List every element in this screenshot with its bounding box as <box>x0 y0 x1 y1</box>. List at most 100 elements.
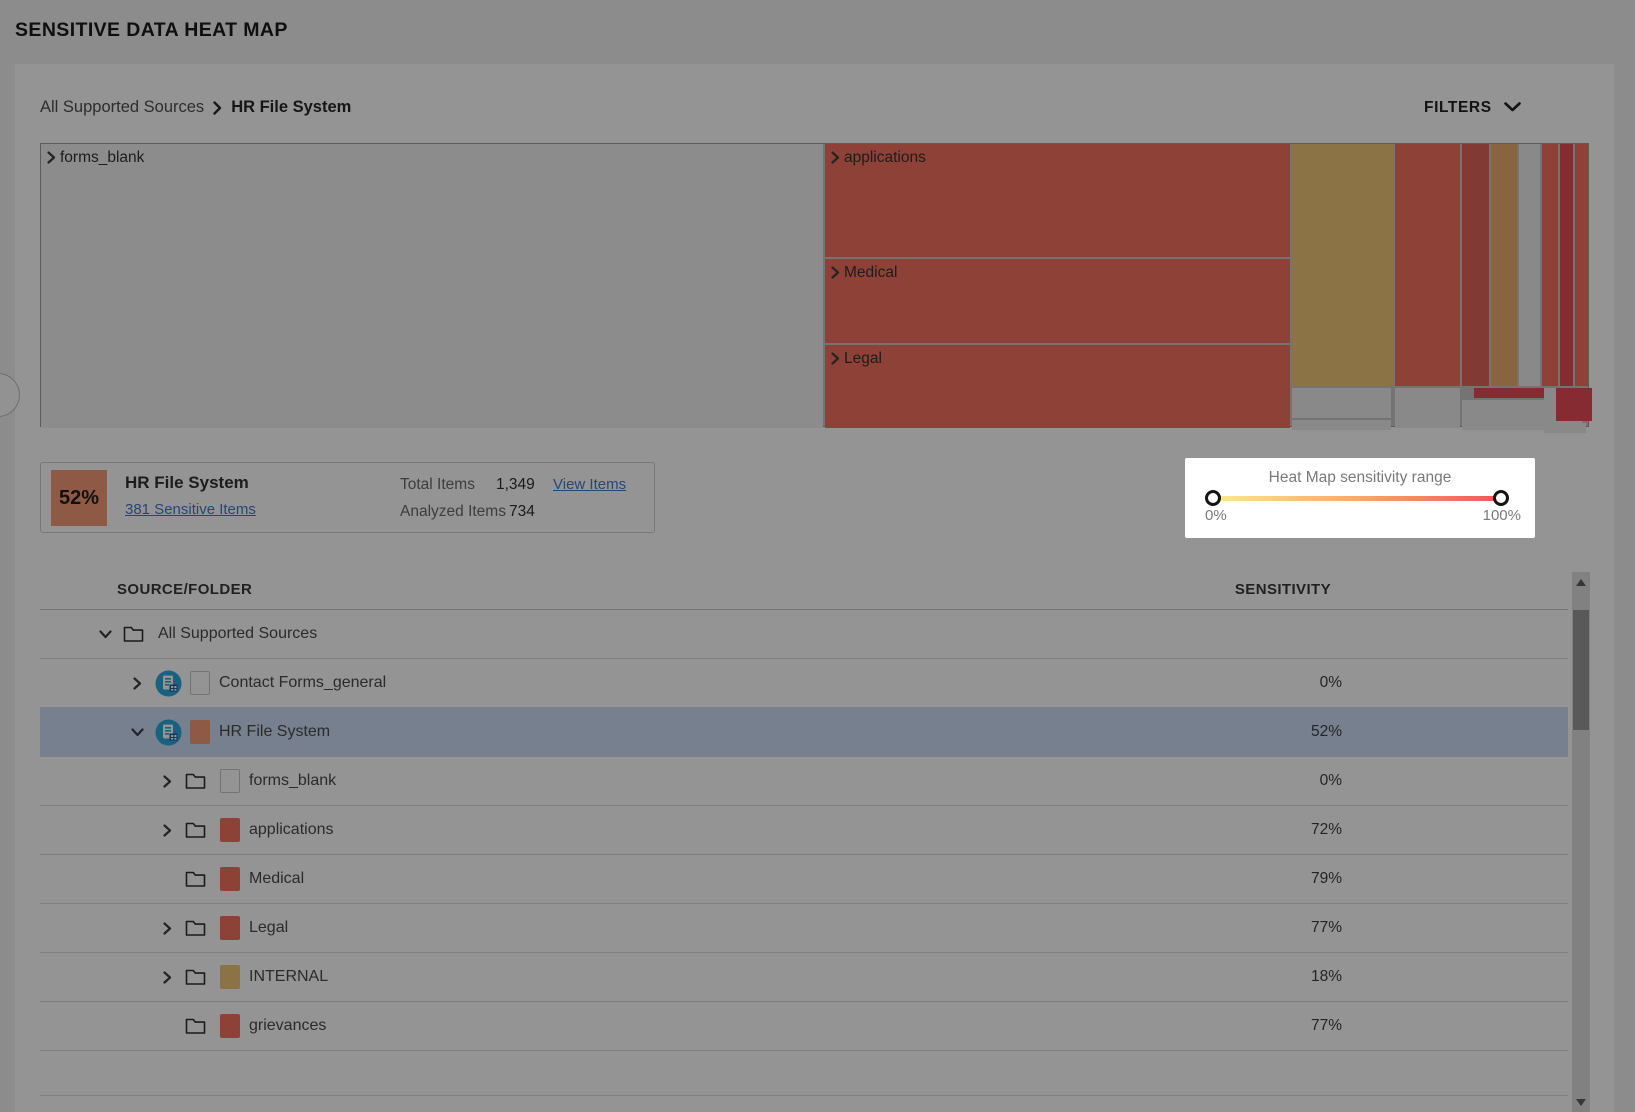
chevron-right-icon[interactable] <box>154 921 180 935</box>
sensitivity-badge: 52% <box>51 470 107 526</box>
treemap-cell-medical[interactable]: Medical <box>825 259 1290 343</box>
total-items-label: Total Items <box>400 476 475 493</box>
summary-source-name: HR File System <box>125 473 249 492</box>
table-row[interactable]: applications 72% <box>40 806 1568 855</box>
row-sensitivity-value: 18% <box>1310 968 1342 985</box>
table-row[interactable]: All Supported Sources <box>40 610 1568 659</box>
row-label: HR File System <box>219 723 331 740</box>
expand-chevron-icon <box>831 266 840 284</box>
breadcrumb-chevron-icon <box>213 100 222 115</box>
sensitivity-range-slider[interactable] <box>1205 490 1509 506</box>
treemap-cell-col-red-1[interactable] <box>1395 144 1460 386</box>
treemap-cell-cell-gray-c2[interactable] <box>1462 410 1582 420</box>
file-source-icon <box>150 719 190 746</box>
slider-handle-max[interactable] <box>1493 490 1509 506</box>
sensitivity-color-chip <box>220 769 240 793</box>
table-row[interactable] <box>40 1051 1568 1096</box>
treemap-cell-cell-gray-bottom[interactable] <box>1544 423 1586 433</box>
folder-icon <box>118 625 158 643</box>
treemap-cell-cell-gray-b3[interactable] <box>1395 408 1460 418</box>
row-label: Medical <box>249 870 305 887</box>
sensitivity-range-panel: Heat Map sensitivity range 0% 100% <box>1185 458 1535 538</box>
folder-icon <box>180 1017 220 1035</box>
treemap-cell-stripe-crimson-4[interactable] <box>1580 388 1592 421</box>
treemap-cell-col-red-2[interactable] <box>1462 144 1489 386</box>
treemap-cell-cell-crimson-bar[interactable] <box>1474 388 1582 398</box>
row-sensitivity-value: 0% <box>1319 772 1342 789</box>
treemap-cell-col-gray[interactable] <box>1519 144 1540 386</box>
treemap-cell-cell-gray-c1[interactable] <box>1462 400 1582 410</box>
folder-icon <box>180 772 220 790</box>
filters-button[interactable]: FILTERS <box>1424 99 1521 117</box>
column-header-sensitivity[interactable]: SENSITIVITY <box>1234 581 1331 598</box>
row-label: INTERNAL <box>249 968 329 985</box>
treemap-cell-applications[interactable]: applications <box>825 144 1290 257</box>
table-row[interactable]: Medical 79% <box>40 855 1568 904</box>
treemap-cell-col-amber-1[interactable] <box>1292 144 1393 386</box>
table-row[interactable]: Contact Forms_general 0% <box>40 659 1568 708</box>
scroll-up-icon[interactable] <box>1572 572 1590 592</box>
treemap-cell-legal[interactable]: Legal <box>825 345 1290 428</box>
chevron-down-icon[interactable] <box>124 727 150 737</box>
row-sensitivity-value: 79% <box>1310 870 1342 887</box>
treemap-cell-cell-gray-b2[interactable] <box>1395 398 1460 408</box>
treemap-cell-cell-gray-a2[interactable] <box>1292 420 1391 430</box>
treemap-cell-cell-gray-c3[interactable] <box>1462 420 1582 430</box>
treemap-cell-cell-gray-b1[interactable] <box>1395 388 1460 398</box>
expand-chevron-icon <box>831 352 840 370</box>
row-sensitivity-value: 72% <box>1310 821 1342 838</box>
slider-max-label: 100% <box>1482 507 1521 524</box>
breadcrumb-root[interactable]: All Supported Sources <box>40 98 205 116</box>
row-sensitivity-value: 77% <box>1310 1017 1342 1034</box>
sensitivity-color-chip <box>220 1014 240 1038</box>
treemap-cell-label: Medical <box>844 264 898 281</box>
row-label: Legal <box>249 919 289 936</box>
file-source-icon <box>150 670 190 697</box>
table-row[interactable]: HR File System 52% <box>40 708 1568 757</box>
table-row[interactable]: grievances 77% <box>40 1002 1568 1051</box>
chevron-right-icon[interactable] <box>154 774 180 788</box>
folder-icon <box>180 870 220 888</box>
folder-icon <box>180 919 220 937</box>
row-sensitivity-value: 0% <box>1319 674 1342 691</box>
row-label: All Supported Sources <box>158 625 318 642</box>
table-row[interactable]: Legal 77% <box>40 904 1568 953</box>
chevron-down-icon[interactable] <box>92 629 118 639</box>
treemap-cell-label: forms_blank <box>60 149 145 166</box>
chevron-right-icon[interactable] <box>154 970 180 984</box>
treemap-cell-label: applications <box>844 149 926 166</box>
slider-min-label: 0% <box>1205 507 1227 524</box>
chevron-right-icon[interactable] <box>124 676 150 690</box>
row-label: grievances <box>249 1017 327 1034</box>
sensitivity-color-chip <box>190 671 210 695</box>
sensitivity-color-chip <box>220 916 240 940</box>
row-sensitivity-value: 52% <box>1310 723 1342 740</box>
treemap-cell-col-crimson[interactable] <box>1560 144 1573 386</box>
treemap-cell-forms_blank[interactable]: forms_blank <box>41 144 823 428</box>
column-header-source-folder[interactable]: SOURCE/FOLDER <box>117 581 253 598</box>
table-row[interactable]: INTERNAL 18% <box>40 953 1568 1002</box>
total-items-value: 1,349 <box>496 476 535 493</box>
row-label: Contact Forms_general <box>219 674 387 691</box>
treemap-cell-col-amber-2[interactable] <box>1491 144 1517 386</box>
treemap-cell-col-red-4[interactable] <box>1575 144 1588 386</box>
treemap-cell-cell-gray-b4[interactable] <box>1395 418 1460 428</box>
sensitive-items-link[interactable]: 381 Sensitive Items <box>125 501 256 518</box>
folder-icon <box>180 821 220 839</box>
table-row[interactable]: forms_blank 0% <box>40 757 1568 806</box>
scrollbar-thumb[interactable] <box>1573 610 1589 730</box>
expand-chevron-icon <box>47 151 56 169</box>
row-label: applications <box>249 821 334 838</box>
treemap-cell-col-red-3[interactable] <box>1542 144 1558 386</box>
chevron-right-icon[interactable] <box>154 823 180 837</box>
sensitivity-color-chip <box>220 818 240 842</box>
view-items-link[interactable]: View Items <box>553 476 627 493</box>
scroll-down-icon[interactable] <box>1572 1092 1590 1112</box>
slider-handle-min[interactable] <box>1205 490 1221 506</box>
vertical-scrollbar[interactable] <box>1572 572 1590 1112</box>
sensitivity-color-chip <box>190 720 210 744</box>
treemap-cell-cell-gray-a[interactable] <box>1292 388 1391 418</box>
row-label: forms_blank <box>249 772 337 789</box>
